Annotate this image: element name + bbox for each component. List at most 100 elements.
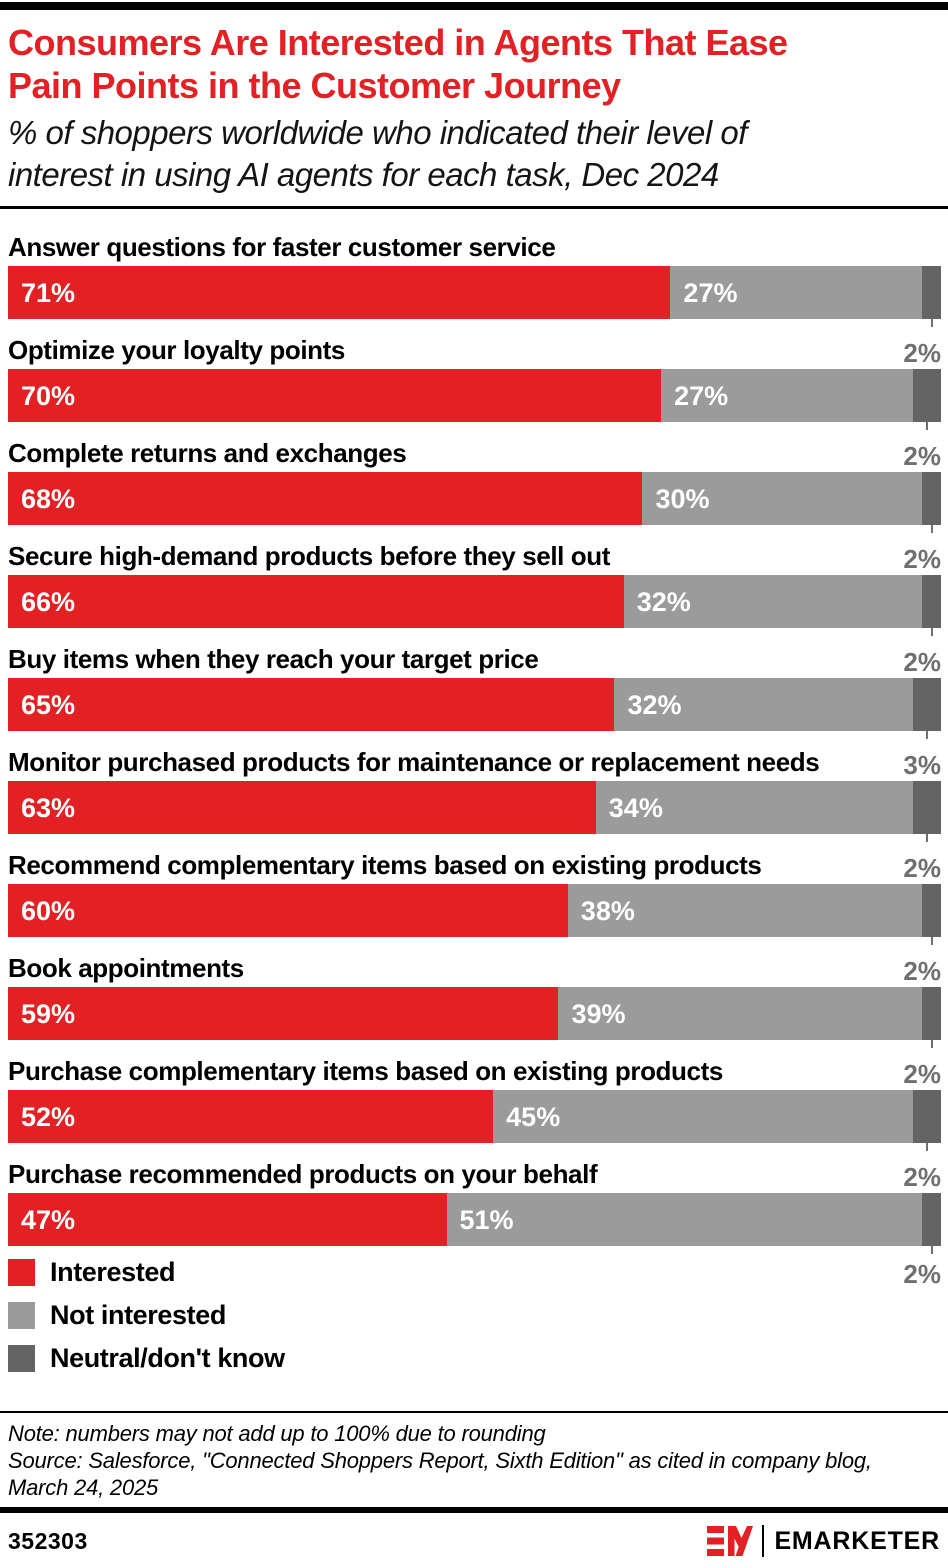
interested-value-label: 68% <box>21 484 76 514</box>
category-line: Buy items when they reach your target pr… <box>8 641 941 678</box>
neutral-tick <box>930 1246 933 1254</box>
neutral-value-label: 2% <box>903 956 941 986</box>
neutral-value-label: 2% <box>903 441 941 471</box>
chart-row: Purchase recommended products on your be… <box>8 1156 941 1254</box>
neutral-value-label: 2% <box>903 647 941 677</box>
chart-row: Buy items when they reach your target pr… <box>8 641 941 739</box>
not-interested-value-label: 32% <box>627 690 682 720</box>
legend-label: Not interested <box>50 1300 226 1330</box>
brand-name: EMARKETER <box>774 1526 940 1555</box>
neutral-segment <box>922 266 941 319</box>
neutral-value-label: 2% <box>903 853 941 883</box>
category-label: Recommend complementary items based on e… <box>8 850 762 880</box>
neutral-segment <box>913 1090 941 1143</box>
category-line: Recommend complementary items based on e… <box>8 847 941 884</box>
category-line: Optimize your loyalty points 2% <box>8 332 941 369</box>
category-label: Optimize your loyalty points <box>8 335 345 365</box>
neutral-tick <box>926 1143 928 1151</box>
neutral-segment <box>913 369 941 422</box>
source-text-line1: Source: Salesforce, "Connected Shoppers … <box>8 1448 872 1473</box>
chart-row: Book appointments 2% 59% 39% <box>8 950 941 1048</box>
interested-value-label: 70% <box>21 381 76 411</box>
neutral-segment <box>922 575 941 628</box>
not-interested-value-label: 27% <box>674 381 729 411</box>
category-line: Secure high-demand products before they … <box>8 538 941 575</box>
interested-value-label: 52% <box>21 1102 76 1132</box>
logo-divider <box>762 1525 765 1557</box>
stacked-bar-chart: Answer questions for faster customer ser… <box>8 229 941 1254</box>
stacked-bar: 71% 27% <box>8 266 941 327</box>
stacked-bar: 59% 39% <box>8 987 941 1048</box>
interested-segment: 47% <box>8 1193 447 1246</box>
not-interested-segment: 34% <box>595 781 913 834</box>
interested-value-label: 63% <box>21 793 76 823</box>
legend-item: Interested <box>8 1257 941 1287</box>
interested-segment: 60% <box>8 884 568 937</box>
not-interested-value-label: 45% <box>506 1102 561 1132</box>
neutral-tick <box>930 628 933 636</box>
chart-subtitle-line2: interest in using AI agents for each tas… <box>8 156 719 193</box>
chart-subtitle: % of shoppers worldwide who indicated th… <box>8 112 940 196</box>
legend-swatch <box>8 1345 35 1372</box>
category-label: Book appointments <box>8 953 244 983</box>
not-interested-segment: 39% <box>558 987 923 1040</box>
not-interested-segment: 32% <box>614 678 913 731</box>
neutral-segment <box>922 987 941 1040</box>
not-interested-value-label: 34% <box>608 793 663 823</box>
chart-row: Monitor purchased products for maintenan… <box>8 744 941 842</box>
not-interested-value-label: 30% <box>655 484 710 514</box>
not-interested-value-label: 38% <box>580 896 635 926</box>
interested-value-label: 65% <box>21 690 76 720</box>
interested-segment: 68% <box>8 472 643 525</box>
neutral-tick <box>930 1040 933 1048</box>
chart-title: Consumers Are Interested in Agents That … <box>8 21 940 107</box>
footer: 352303 EMARKETER <box>8 1522 940 1560</box>
neutral-segment <box>922 884 941 937</box>
neutral-value-label: 3% <box>903 750 941 780</box>
chart-row: Complete returns and exchanges 2% 68% 30% <box>8 435 941 533</box>
not-interested-segment: 27% <box>661 369 913 422</box>
interested-segment: 52% <box>8 1090 494 1143</box>
source-text-line2: March 24, 2025 <box>8 1475 159 1500</box>
chart-row: Recommend complementary items based on e… <box>8 847 941 945</box>
interested-value-label: 60% <box>21 896 76 926</box>
category-label: Answer questions for faster customer ser… <box>8 232 556 262</box>
interested-value-label: 47% <box>21 1205 76 1235</box>
category-label: Purchase complementary items based on ex… <box>8 1056 723 1086</box>
legend-swatch <box>8 1302 35 1329</box>
neutral-segment <box>913 781 941 834</box>
legend-item: Not interested <box>8 1300 941 1330</box>
stacked-bar: 66% 32% <box>8 575 941 636</box>
neutral-value-label: 2% <box>903 338 941 368</box>
chart-row: Purchase complementary items based on ex… <box>8 1053 941 1151</box>
neutral-value-label: 2% <box>903 1059 941 1089</box>
chart-id: 352303 <box>8 1527 88 1554</box>
chart-row: Answer questions for faster customer ser… <box>8 229 941 327</box>
stacked-bar: 63% 34% <box>8 781 941 842</box>
note-text: Note: numbers may not add up to 100% due… <box>8 1421 546 1446</box>
chart-legend: 2% Interested Not interested Neutral/don't… <box>8 1257 941 1373</box>
interested-segment: 70% <box>8 369 662 422</box>
stacked-bar: 65% 32% <box>8 678 941 739</box>
header-divider <box>0 206 948 209</box>
category-line: Complete returns and exchanges 2% <box>8 435 941 472</box>
interested-value-label: 71% <box>21 278 76 308</box>
neutral-tick <box>930 525 933 533</box>
emarketer-logo: EMARKETER <box>706 1522 940 1560</box>
not-interested-value-label: 32% <box>636 587 691 617</box>
interested-segment: 59% <box>8 987 559 1040</box>
stacked-bar: 68% 30% <box>8 472 941 533</box>
not-interested-value-label: 39% <box>571 999 626 1029</box>
category-label: Secure high-demand products before they … <box>8 541 611 571</box>
category-line: Book appointments 2% <box>8 950 941 987</box>
chart-row: Secure high-demand products before they … <box>8 538 941 636</box>
category-line: Purchase complementary items based on ex… <box>8 1053 941 1090</box>
interested-segment: 71% <box>8 266 671 319</box>
category-label: Complete returns and exchanges <box>8 438 407 468</box>
neutral-tick <box>926 731 928 739</box>
neutral-tick <box>930 319 933 327</box>
legend-label: Interested <box>50 1257 176 1287</box>
not-interested-segment: 27% <box>670 266 923 319</box>
stacked-bar: 60% 38% <box>8 884 941 945</box>
not-interested-segment: 45% <box>493 1090 913 1143</box>
